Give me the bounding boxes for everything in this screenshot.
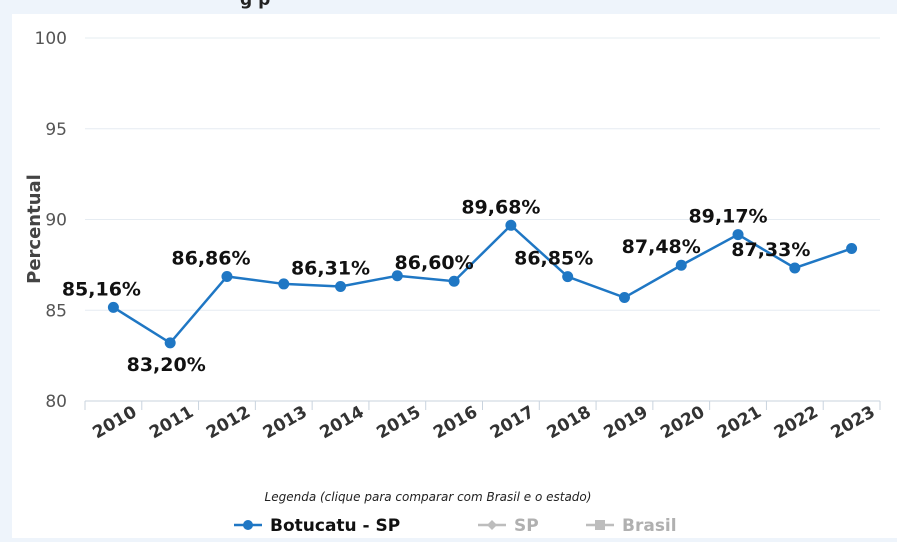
x-tick-label: 2011 — [146, 402, 197, 443]
x-tick-label: 2021 — [714, 402, 765, 443]
series-layer — [107, 219, 858, 349]
y-tick-label: 95 — [45, 120, 67, 140]
y-tick-label: 90 — [45, 211, 67, 231]
data-label: 86,86% — [171, 247, 250, 269]
x-tick-label: 2018 — [544, 402, 595, 443]
legend-label: SP — [514, 516, 539, 536]
legend: Botucatu - SP SP Brasil — [234, 516, 677, 536]
x-tick-label: 2010 — [89, 402, 140, 443]
data-label: 87,33% — [731, 239, 810, 261]
legend-label: Botucatu - SP — [270, 516, 400, 536]
data-point[interactable] — [278, 278, 290, 290]
x-tick-label: 2013 — [260, 402, 311, 443]
x-tick-label: 2012 — [203, 402, 254, 443]
x-tick-label: 2019 — [600, 402, 651, 443]
data-point[interactable] — [335, 280, 347, 292]
legend-item-brasil[interactable]: Brasil — [586, 516, 677, 536]
legend-marker-square — [595, 520, 605, 530]
chart-title-strip: g p — [0, 0, 897, 14]
x-tick-label: 2014 — [317, 402, 368, 443]
data-point[interactable] — [675, 259, 687, 271]
data-point[interactable] — [221, 270, 233, 282]
y-tick-label: 80 — [45, 392, 67, 412]
data-point[interactable] — [505, 219, 517, 231]
legend-label: Brasil — [622, 516, 677, 536]
series-line-botucatu — [112, 223, 853, 345]
data-label: 83,20% — [127, 354, 206, 376]
data-labels: 85,16% 83,20% 86,86% 86,31% 86,60% 89,68% 86,8… — [62, 196, 811, 376]
legend-item-botucatu-sp[interactable]: Botucatu - SP — [234, 516, 400, 536]
y-axis-title: Percentual — [24, 174, 45, 284]
data-label: 85,16% — [62, 278, 141, 300]
legend-marker-circle — [243, 520, 253, 530]
data-point[interactable] — [562, 271, 574, 283]
data-point[interactable] — [107, 301, 119, 313]
legend-item-sp[interactable]: SP — [478, 516, 539, 536]
legend-marker-diamond — [487, 520, 497, 530]
x-tick-label: 2017 — [487, 402, 538, 443]
x-tick-label: 2016 — [430, 402, 481, 443]
data-label: 87,48% — [622, 236, 701, 258]
chart-container: 80 85 90 95 100 Percentual 2010 2011 2012 2013 2… — [12, 14, 897, 538]
x-tick-label: 2015 — [373, 402, 424, 443]
data-point[interactable] — [732, 229, 744, 241]
y-tick-label: 85 — [45, 301, 67, 321]
x-tick-label: 2020 — [657, 402, 708, 443]
data-point[interactable] — [789, 262, 801, 274]
data-point[interactable] — [391, 270, 403, 282]
y-tick-label: 100 — [35, 29, 67, 49]
x-tick-label: 2023 — [828, 402, 879, 443]
data-label: 86,60% — [395, 252, 474, 274]
data-label: 86,85% — [514, 248, 593, 270]
grid-lines — [85, 37, 880, 402]
data-label: 89,68% — [461, 196, 540, 218]
chart-title-fragment: g p — [240, 0, 271, 10]
legend-title: Legenda (clique para comparar com Brasil… — [265, 490, 592, 504]
data-point[interactable] — [618, 292, 630, 304]
data-point[interactable] — [448, 275, 460, 287]
y-axis: 80 85 90 95 100 — [35, 29, 67, 412]
x-tick-label: 2022 — [771, 402, 822, 443]
data-point[interactable] — [846, 243, 858, 255]
data-label: 89,17% — [688, 206, 767, 228]
data-point[interactable] — [164, 337, 176, 349]
x-axis: 2010 2011 2012 2013 2014 2015 2016 2017 2018 2019… — [84, 401, 881, 443]
data-label: 86,31% — [291, 257, 370, 279]
